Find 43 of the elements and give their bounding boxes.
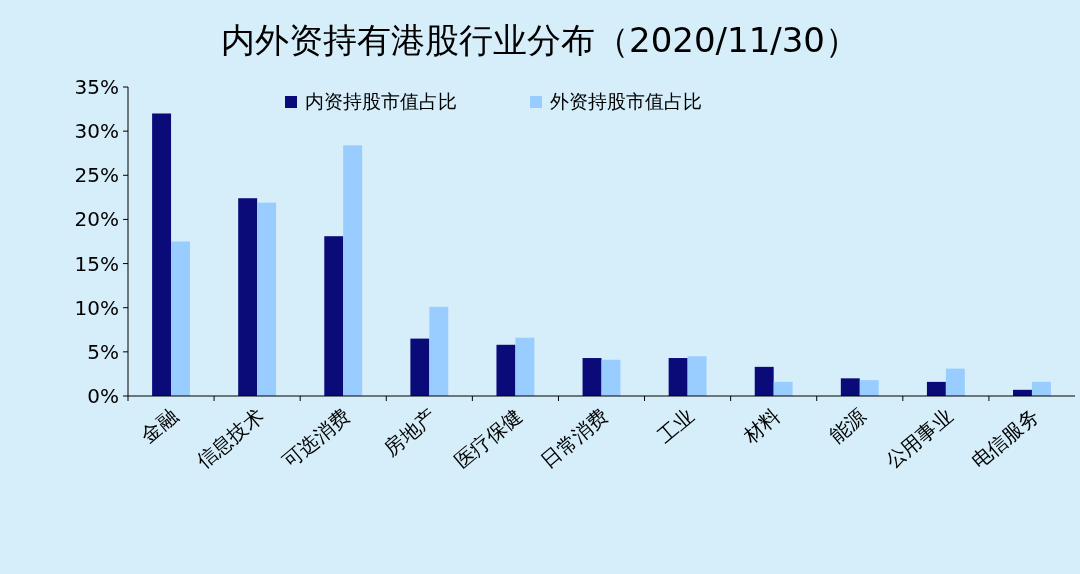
bar	[410, 338, 430, 396]
y-tick-label: 15%	[74, 251, 119, 276]
bar	[343, 145, 363, 396]
y-tick-label: 35%	[74, 75, 119, 99]
bar	[257, 202, 277, 396]
y-tick-label: 5%	[87, 339, 119, 364]
bar	[496, 344, 516, 396]
x-tick-label: 日常消费	[536, 403, 613, 474]
x-tick-label: 金融	[136, 403, 183, 448]
x-tick-label: 材料	[738, 403, 785, 449]
bar	[238, 198, 258, 396]
bar	[668, 358, 688, 396]
x-tick-label: 医疗保健	[449, 403, 527, 474]
bar	[324, 236, 344, 396]
x-tick-label: 房地产	[379, 403, 441, 461]
y-tick-label: 30%	[74, 119, 119, 144]
bar	[171, 241, 190, 396]
bar	[773, 381, 793, 396]
y-tick-label: 25%	[74, 163, 119, 188]
bar	[152, 113, 172, 396]
x-tick-label: 工业	[652, 403, 699, 448]
chart-title: 内外资持有港股行业分布（2020/11/30）	[221, 20, 859, 60]
bar	[945, 368, 965, 396]
legend-label: 内资持股市值占比	[305, 90, 457, 112]
bar	[687, 356, 707, 396]
bar	[1031, 381, 1051, 396]
bar	[601, 359, 621, 396]
bar	[859, 380, 879, 396]
legend-label: 外资持股市值占比	[550, 90, 702, 112]
x-tick-label: 公用事业	[880, 403, 958, 474]
y-tick-label: 20%	[74, 207, 119, 232]
bar	[840, 378, 860, 396]
y-tick-label: 0%	[87, 384, 119, 408]
x-tick-label: 电信服务	[966, 403, 1044, 474]
bar	[429, 306, 449, 396]
y-tick-label: 10%	[74, 295, 119, 320]
bar	[582, 358, 602, 396]
x-tick-label: 可选消费	[277, 403, 355, 474]
bar	[515, 337, 535, 396]
bar	[926, 381, 946, 396]
x-tick-label: 能源	[824, 403, 871, 448]
bar	[754, 366, 774, 396]
x-tick-label: 信息技术	[191, 403, 269, 474]
